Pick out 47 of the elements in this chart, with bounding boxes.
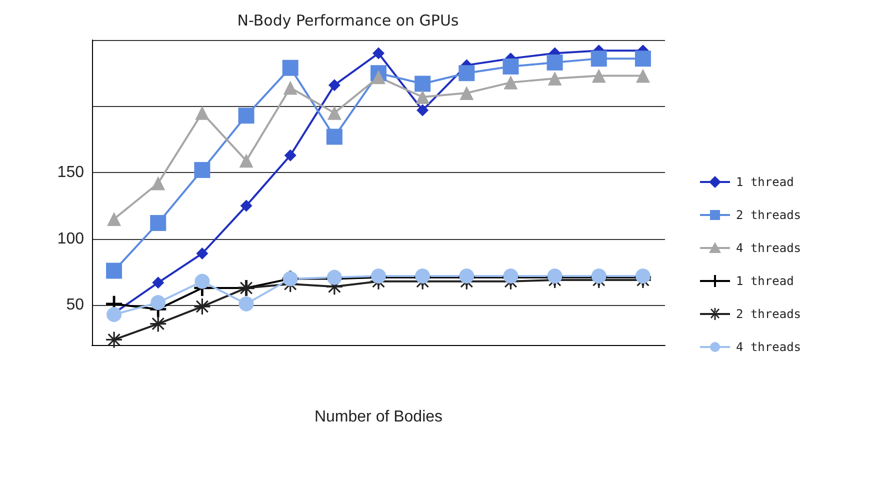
point (372, 70, 386, 84)
point (107, 212, 122, 226)
point (460, 86, 474, 100)
legend-label: 4 threads (736, 240, 802, 254)
point (634, 50, 651, 67)
point (239, 154, 254, 168)
point (372, 47, 384, 60)
legend-label: 1 thread (736, 274, 794, 288)
point (238, 296, 254, 312)
chart-title: N-Body Performance on GPUs (237, 12, 459, 30)
point (195, 106, 210, 120)
x-axis-title: Number of Bodies (314, 408, 443, 426)
point (283, 80, 298, 95)
point (548, 71, 562, 86)
point (592, 68, 606, 83)
point (284, 149, 296, 162)
point (327, 106, 342, 120)
point (150, 215, 166, 231)
point (106, 262, 122, 279)
point (150, 295, 166, 310)
y-tick-label: 150 (57, 164, 84, 182)
legend-label: 1 thread (736, 174, 794, 188)
y-tick-label: 100 (57, 230, 84, 248)
point (240, 200, 252, 212)
point (194, 274, 210, 289)
point (106, 307, 122, 322)
point (502, 58, 519, 75)
y-tick-label: 50 (66, 296, 84, 314)
point (328, 79, 340, 92)
legend-label: 2 threads (736, 306, 802, 320)
point (151, 176, 166, 190)
point (458, 65, 475, 82)
point (546, 54, 563, 71)
point (326, 128, 342, 145)
point (152, 276, 164, 289)
point (416, 90, 430, 104)
point (504, 75, 518, 90)
point (636, 68, 650, 83)
legend-label: 4 threads (736, 340, 802, 354)
point (416, 104, 429, 116)
point (282, 60, 298, 76)
point (194, 162, 210, 178)
point (238, 108, 254, 124)
point (414, 76, 431, 92)
point (590, 50, 607, 67)
legend-label: 2 threads (736, 208, 802, 222)
point (196, 248, 208, 260)
